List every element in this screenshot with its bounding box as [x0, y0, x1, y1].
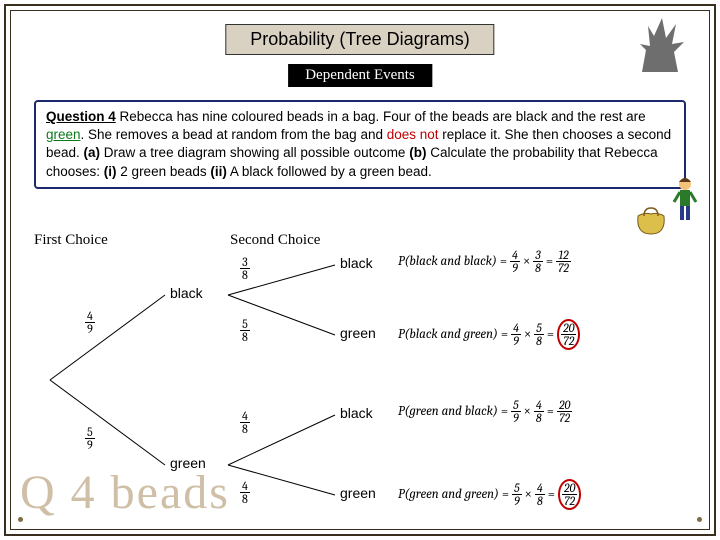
branch-fraction: 48 — [240, 480, 250, 505]
question-box: Question 4 Rebecca has nine coloured bea… — [34, 100, 686, 189]
bare-tree-icon — [632, 14, 692, 84]
person-icon — [670, 172, 700, 222]
second-green-label: green — [340, 325, 376, 341]
branch-fraction: 38 — [240, 256, 250, 281]
question-number: Question 4 — [46, 109, 116, 124]
first-black-label: black — [170, 285, 203, 301]
question-body: Rebecca has nine coloured beads in a bag… — [46, 109, 671, 179]
second-green-label: green — [340, 485, 376, 501]
branch-fraction: 58 — [240, 318, 250, 343]
second-black-label: black — [340, 405, 373, 421]
corner-dot-br — [697, 517, 702, 522]
probability-result: P(green and green)=59×48=2072 — [398, 479, 581, 510]
corner-dot-bl — [18, 517, 23, 522]
second-black-label: black — [340, 255, 373, 271]
page-subtitle: Dependent Events — [288, 64, 432, 87]
probability-result: P(green and black)=59×48=2072 — [398, 399, 572, 424]
page-title: Probability (Tree Diagrams) — [225, 24, 494, 55]
first-green-label: green — [170, 455, 206, 471]
bag-icon — [634, 206, 668, 236]
branch-fraction: 59 — [85, 426, 95, 451]
probability-result: P(black and green)=49×58=2072 — [398, 319, 580, 350]
probability-result: P(black and black)=49×38=1272 — [398, 249, 571, 274]
branch-fraction: 48 — [240, 410, 250, 435]
branch-fraction: 49 — [85, 310, 95, 335]
